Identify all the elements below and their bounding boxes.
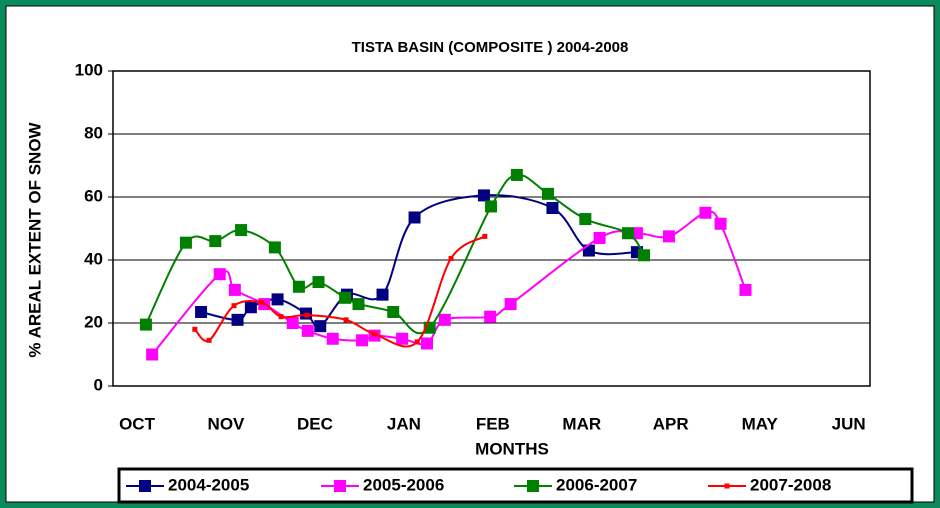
x-tick-label: NOV (208, 414, 246, 433)
data-point (244, 301, 257, 314)
data-point (372, 331, 378, 337)
x-tick-label: JUN (832, 414, 866, 433)
data-point (622, 227, 635, 240)
data-point (213, 268, 226, 281)
data-point (593, 231, 606, 244)
data-point (343, 317, 349, 323)
data-point (579, 213, 592, 226)
x-tick-label: APR (653, 414, 689, 433)
data-point (714, 217, 727, 230)
data-point (485, 200, 498, 213)
legend-marker (527, 480, 539, 492)
data-point (662, 230, 675, 243)
data-point (235, 224, 248, 237)
data-point (301, 324, 314, 337)
data-point (286, 317, 299, 329)
data-point (139, 318, 152, 331)
data-point (339, 291, 352, 304)
data-point (484, 310, 497, 323)
x-tick-label: OCT (119, 414, 156, 433)
data-point (179, 236, 192, 249)
data-point (356, 334, 369, 347)
data-point (192, 326, 198, 332)
data-point (638, 249, 651, 262)
data-point (209, 235, 222, 248)
data-point (438, 313, 451, 326)
data-point (326, 332, 339, 345)
data-point (278, 314, 284, 320)
chart-title: TISTA BASIN (COMPOSITE ) 2004-2008 (352, 39, 629, 56)
x-axis-label: MONTHS (475, 439, 549, 458)
data-point (271, 293, 284, 306)
x-tick-label: JAN (387, 414, 421, 433)
data-point (421, 337, 434, 350)
data-point (312, 276, 325, 289)
data-point (396, 332, 409, 345)
data-point (477, 189, 490, 202)
data-point (376, 288, 389, 301)
data-point (414, 339, 420, 345)
data-point (482, 233, 488, 239)
data-point (146, 348, 159, 361)
y-axis-label: % AREAL EXTENT OF SNOW (25, 121, 44, 357)
legend-marker (139, 480, 151, 492)
data-point (387, 305, 400, 318)
data-point (699, 206, 712, 219)
data-point (231, 313, 244, 326)
data-point (582, 244, 595, 257)
legend-label: 2005-2006 (363, 475, 444, 494)
x-tick-label: DEC (297, 414, 333, 433)
data-point (504, 298, 517, 311)
legend-label: 2006-2007 (556, 475, 637, 494)
data-point (541, 187, 554, 200)
chart-panel (5, 5, 935, 503)
x-tick-label: FEB (476, 414, 510, 433)
data-point (231, 303, 237, 309)
data-point (546, 202, 559, 215)
legend-label: 2004-2005 (168, 475, 249, 494)
y-tick-label: 20 (84, 312, 103, 331)
legend-marker (334, 480, 346, 492)
data-point (228, 283, 241, 296)
legend-label: 2007-2008 (750, 475, 831, 494)
data-point (304, 312, 310, 318)
data-point (448, 255, 454, 261)
x-tick-label: MAY (742, 414, 779, 433)
y-tick-label: 80 (84, 123, 103, 142)
y-tick-label: 0 (94, 375, 103, 394)
data-point (259, 300, 265, 306)
x-tick-label: MAR (562, 414, 601, 433)
data-point (314, 320, 327, 333)
data-point (206, 337, 212, 343)
data-point (352, 298, 365, 311)
data-point (510, 168, 523, 181)
data-point (268, 241, 281, 254)
data-point (739, 283, 752, 296)
y-tick-label: 40 (84, 249, 103, 268)
data-point (408, 211, 421, 224)
plot-border (112, 70, 871, 387)
legend-marker (724, 483, 730, 489)
y-tick-label: 60 (84, 186, 103, 205)
y-tick-label: 100 (75, 60, 103, 79)
data-point (292, 280, 305, 293)
data-point (195, 305, 208, 318)
